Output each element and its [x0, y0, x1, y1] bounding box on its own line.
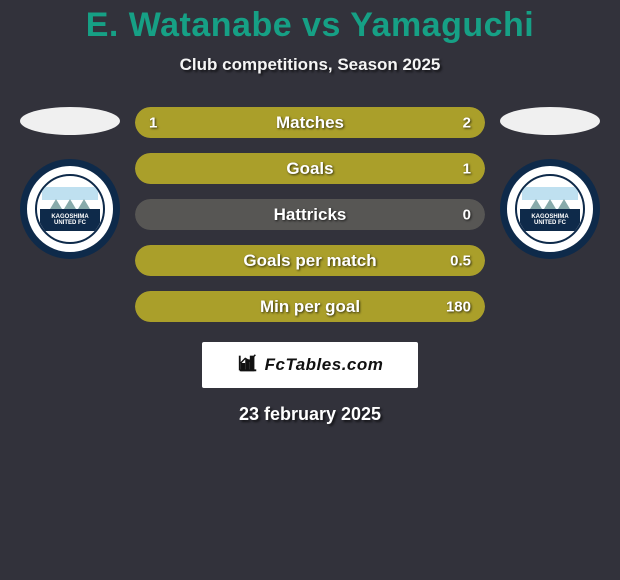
stats-column: 1 Matches 2 Goals 1 Hattricks 0 Goals per match… — [135, 107, 485, 322]
stat-bar: 1 Matches 2 — [135, 107, 485, 138]
stat-bar: Goals per match 0.5 — [135, 245, 485, 276]
player-right-column: KAGOSHIMA UNITED FC — [495, 107, 605, 259]
stat-label: Min per goal — [260, 297, 360, 317]
player-right-club-badge: KAGOSHIMA UNITED FC — [500, 159, 600, 259]
stat-bar: Goals 1 — [135, 153, 485, 184]
date-text: 23 february 2025 — [0, 404, 620, 425]
main-row: KAGOSHIMA UNITED FC 1 Matches 2 Goals 1 Hattr… — [0, 107, 620, 322]
chart-icon — [237, 352, 259, 379]
stat-value-right: 1 — [463, 160, 471, 177]
page-title: E. Watanabe vs Yamaguchi — [0, 6, 620, 45]
stat-label: Goals per match — [243, 251, 376, 271]
player-left-club-badge: KAGOSHIMA UNITED FC — [20, 159, 120, 259]
stat-value-right: 0.5 — [450, 252, 471, 269]
player-left-avatar — [20, 107, 120, 135]
stat-label: Hattricks — [274, 205, 347, 225]
stat-label: Goals — [286, 159, 333, 179]
subtitle: Club competitions, Season 2025 — [0, 55, 620, 75]
stat-bar: Min per goal 180 — [135, 291, 485, 322]
player-left-column: KAGOSHIMA UNITED FC — [15, 107, 125, 259]
stat-value-left: 1 — [149, 114, 157, 131]
stat-value-right: 180 — [446, 298, 471, 315]
stat-value-right: 0 — [463, 206, 471, 223]
stat-label: Matches — [276, 113, 344, 133]
club-badge-text-right: KAGOSHIMA UNITED FC — [520, 209, 580, 231]
watermark[interactable]: FcTables.com — [202, 342, 418, 388]
comparison-widget: E. Watanabe vs Yamaguchi Club competitio… — [0, 0, 620, 425]
watermark-text: FcTables.com — [265, 355, 384, 375]
stat-value-right: 2 — [463, 114, 471, 131]
stat-bar: Hattricks 0 — [135, 199, 485, 230]
player-right-avatar — [500, 107, 600, 135]
club-badge-text-left: KAGOSHIMA UNITED FC — [40, 209, 100, 231]
